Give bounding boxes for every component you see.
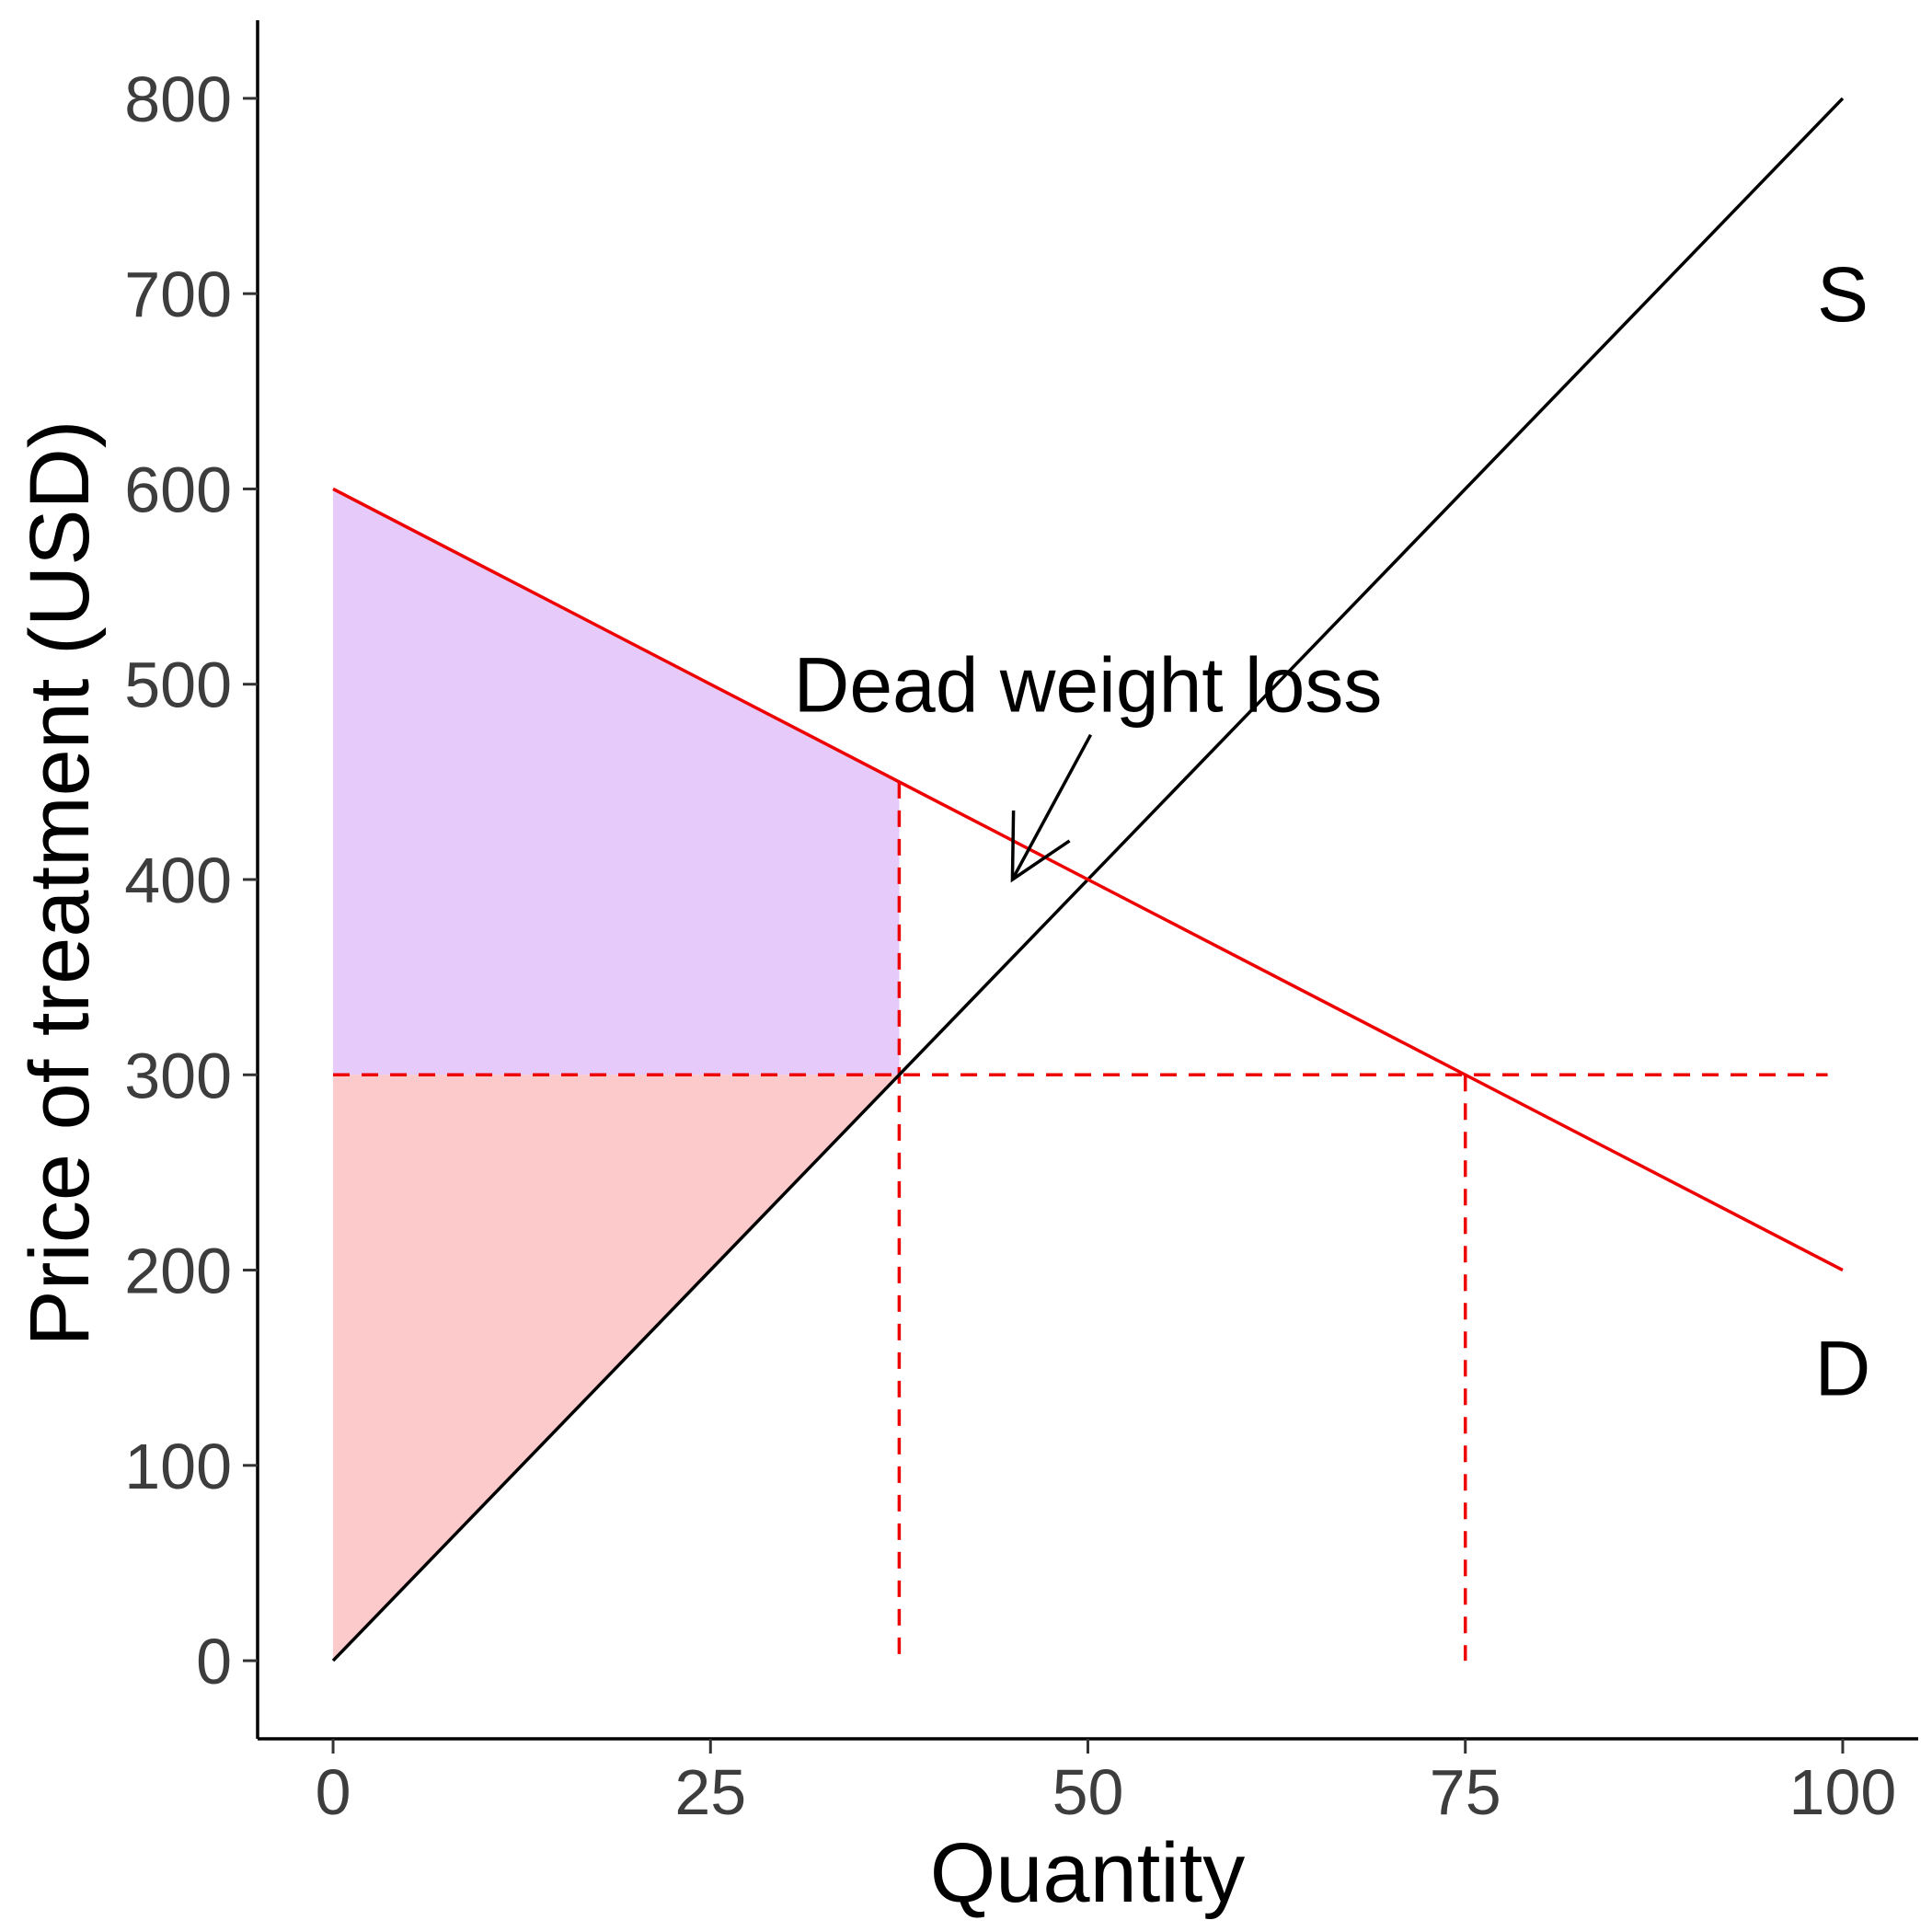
shaded-region-0 [333,489,900,1075]
y-tick-label: 600 [124,454,232,525]
curve-label-d: D [1815,1326,1871,1412]
x-tick-label: 100 [1789,1756,1897,1828]
y-axis-title: Price of treatment (USD) [13,420,107,1346]
text-labels: 0 25 50 75 100 0 100 200 300 400 500 600 700 800 S D Dea… [124,63,1896,1828]
y-tick-label: 700 [124,259,232,330]
demand-curve [332,487,1844,1272]
reference-lines [333,781,1828,1662]
x-tick-label: 0 [316,1756,351,1828]
y-tick-label: 300 [124,1040,232,1111]
y-tick-label: 800 [124,63,232,135]
x-tick-label: 25 [674,1756,746,1828]
tick-marks [243,97,1845,1754]
series-lines [331,97,1845,1662]
y-tick-label: 200 [124,1236,232,1307]
x-tick-label: 75 [1430,1756,1501,1828]
annotation-arrowhead [1010,810,1071,883]
y-tick-label: 400 [124,845,232,916]
y-tick-label: 0 [196,1626,232,1697]
x-axis-title: Quantity [930,1826,1246,1920]
y-tick-label: 500 [124,650,232,721]
dead-weight-loss-annotation: Dead weight loss [794,642,1383,729]
y-tick-label: 100 [124,1431,232,1502]
x-tick-label: 50 [1052,1756,1124,1828]
curve-label-s: S [1817,251,1869,338]
annotation-arrow-shaft [1010,733,1093,880]
